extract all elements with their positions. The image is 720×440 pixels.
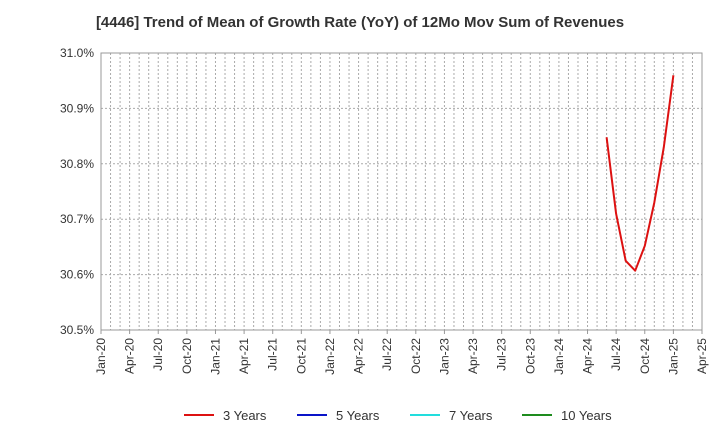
y-axis: 30.5% 30.6% 30.7% 30.8% 30.9% 31.0% bbox=[60, 46, 94, 337]
x-tick-label: Jan-21 bbox=[208, 338, 222, 375]
x-axis: Jan-20 Apr-20 Jul-20 Oct-20 Jan-21 Apr-21 Jul-… bbox=[94, 330, 709, 375]
x-tick-label: Apr-24 bbox=[581, 338, 595, 374]
x-tick-label: Oct-22 bbox=[409, 338, 423, 374]
series-line-3-years bbox=[605, 75, 675, 272]
x-tick-label: Oct-20 bbox=[180, 338, 194, 374]
plot-border bbox=[100, 52, 703, 331]
x-tick-label: Oct-23 bbox=[523, 338, 537, 374]
y-tick-label: 30.6% bbox=[60, 268, 94, 282]
legend-label: 5 Years bbox=[336, 408, 380, 423]
legend-item: 10 Years bbox=[522, 408, 612, 423]
x-tick-label: Apr-21 bbox=[237, 338, 251, 374]
legend-item: 3 Years bbox=[184, 408, 267, 423]
chart-title: [4446] Trend of Mean of Growth Rate (YoY… bbox=[95, 14, 625, 31]
series-lines bbox=[605, 75, 675, 272]
legend-label: 3 Years bbox=[223, 408, 267, 423]
x-tick-label: Jul-23 bbox=[495, 338, 509, 371]
x-tick-label: Jan-22 bbox=[323, 338, 337, 375]
legend: 3 Years 5 Years 7 Years 10 Years bbox=[184, 408, 612, 423]
x-tick-label: Apr-22 bbox=[352, 338, 366, 374]
x-tick-label: Jul-24 bbox=[609, 338, 623, 371]
x-tick-label: Jan-20 bbox=[94, 338, 108, 375]
legend-item: 7 Years bbox=[410, 408, 493, 423]
legend-label: 10 Years bbox=[561, 408, 612, 423]
x-tick-label: Jul-21 bbox=[266, 338, 280, 371]
y-tick-label: 30.8% bbox=[60, 157, 94, 171]
x-tick-label: Jan-25 bbox=[666, 338, 680, 375]
x-tick-label: Jan-23 bbox=[437, 338, 451, 375]
legend-item: 5 Years bbox=[297, 408, 380, 423]
y-tick-label: 30.5% bbox=[60, 323, 94, 337]
x-tick-label: Oct-24 bbox=[638, 338, 652, 374]
x-tick-label: Jul-22 bbox=[380, 338, 394, 371]
x-tick-label: Oct-21 bbox=[294, 338, 308, 374]
y-tick-label: 31.0% bbox=[60, 46, 94, 60]
x-tick-label: Apr-25 bbox=[695, 338, 709, 374]
plot-area bbox=[101, 53, 702, 330]
grid-lines bbox=[101, 53, 702, 330]
y-tick-label: 30.9% bbox=[60, 101, 94, 115]
x-tick-label: Apr-23 bbox=[466, 338, 480, 374]
x-tick-label: Jan-24 bbox=[552, 338, 566, 375]
y-tick-label: 30.7% bbox=[60, 212, 94, 226]
legend-label: 7 Years bbox=[449, 408, 493, 423]
x-tick-label: Jul-20 bbox=[151, 338, 165, 371]
x-tick-label: Apr-20 bbox=[123, 338, 137, 374]
